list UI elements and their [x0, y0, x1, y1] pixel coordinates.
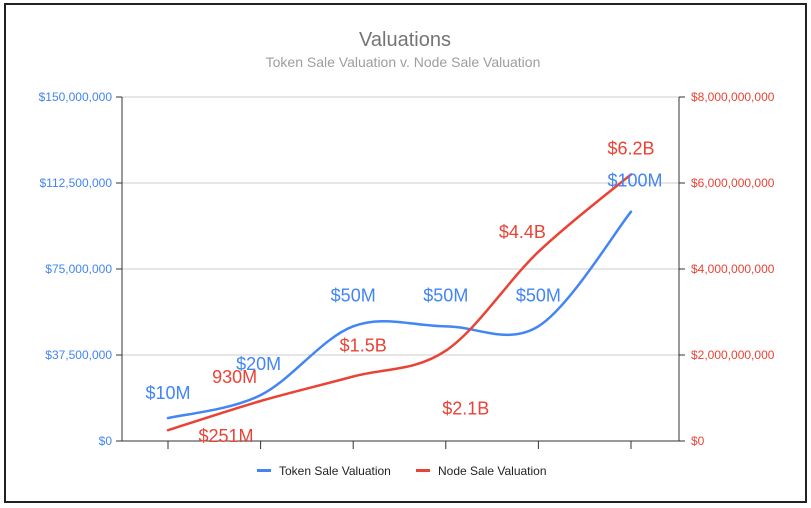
chart-title: Valuations: [359, 29, 451, 51]
token-data-label: $20M: [236, 354, 281, 374]
legend: Token Sale Valuation Node Sale Valuation: [257, 464, 547, 478]
series-lines: [166, 173, 633, 432]
node-data-label: $2.1B: [442, 399, 489, 419]
token-sale-line: [166, 210, 633, 420]
legend-label-token: Token Sale Valuation: [279, 464, 391, 478]
token-data-label: $50M: [331, 285, 376, 305]
right-tick-label: $0: [691, 434, 705, 448]
token-data-label: $50M: [516, 285, 561, 305]
right-tick-label: $6,000,000,000: [691, 176, 775, 190]
node-data-label: 930M: [212, 367, 257, 387]
legend-label-node: Node Sale Valuation: [438, 464, 547, 478]
chart-subtitle: Token Sale Valuation v. Node Sale Valuat…: [266, 54, 541, 70]
left-tick-label: $75,000,000: [45, 262, 112, 276]
axes: [116, 96, 685, 449]
node-data-label: $251M: [198, 426, 253, 446]
token-data-label: $10M: [145, 383, 190, 403]
node-data-label: $1.5B: [340, 336, 387, 356]
token-data-label: $100M: [607, 171, 662, 191]
data-labels: $10M $20M $50M $50M $50M $100M $251M 930M $1.5B $…: [145, 138, 662, 446]
right-tick-label: $8,000,000,000: [691, 90, 775, 104]
left-tick-label: $0: [99, 434, 113, 448]
left-tick-label: $37,500,000: [45, 348, 112, 362]
gridlines: [122, 96, 679, 356]
right-tick-label: $4,000,000,000: [691, 262, 775, 276]
left-tick-label: $150,000,000: [39, 90, 113, 104]
token-data-label: $50M: [423, 285, 468, 305]
node-data-label: $6.2B: [607, 138, 654, 158]
node-data-label: $4.4B: [499, 222, 546, 242]
right-tick-label: $2,000,000,000: [691, 348, 775, 362]
legend-swatch-node: [416, 469, 430, 472]
tick-labels: $0 $37,500,000 $75,000,000 $112,500,000 $150…: [39, 90, 775, 448]
left-tick-label: $112,500,000: [39, 176, 112, 190]
chart-frame: [4, 3, 807, 503]
legend-swatch-token: [257, 469, 271, 472]
node-sale-line: [166, 173, 633, 432]
